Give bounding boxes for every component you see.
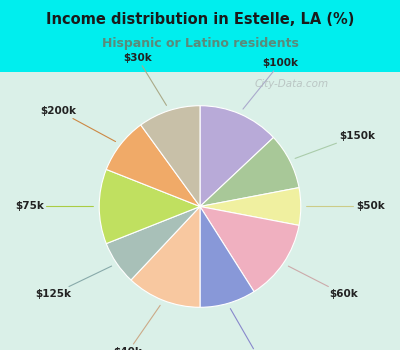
Text: City-Data.com: City-Data.com: [255, 79, 329, 89]
Text: $150k: $150k: [295, 131, 375, 159]
Wedge shape: [99, 169, 200, 244]
Text: $30k: $30k: [123, 53, 166, 105]
Text: $100k: $100k: [243, 58, 298, 109]
Wedge shape: [106, 206, 200, 280]
Wedge shape: [131, 206, 200, 307]
Text: $75k: $75k: [15, 202, 93, 211]
Text: $10k: $10k: [230, 309, 272, 350]
Wedge shape: [200, 206, 254, 307]
Text: $200k: $200k: [40, 106, 116, 141]
Text: Hispanic or Latino residents: Hispanic or Latino residents: [102, 37, 298, 50]
Text: $40k: $40k: [114, 305, 160, 350]
Wedge shape: [141, 106, 200, 206]
Wedge shape: [200, 106, 274, 206]
Wedge shape: [200, 138, 299, 206]
Wedge shape: [200, 188, 301, 225]
Text: Income distribution in Estelle, LA (%): Income distribution in Estelle, LA (%): [46, 12, 354, 27]
Text: $50k: $50k: [307, 202, 385, 211]
Wedge shape: [106, 125, 200, 206]
Text: $60k: $60k: [288, 266, 358, 299]
Text: $125k: $125k: [35, 266, 112, 299]
Wedge shape: [200, 206, 299, 292]
